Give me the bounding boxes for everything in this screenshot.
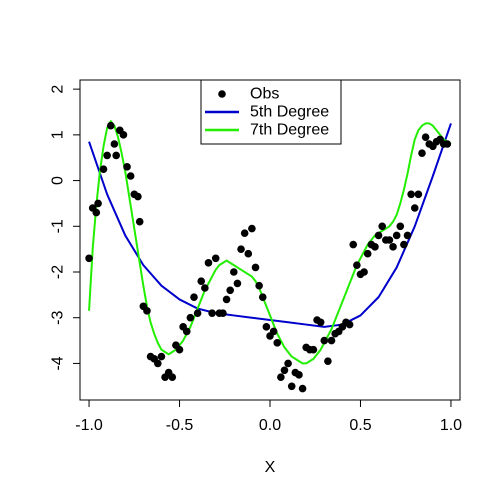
y-tick-label: -4	[50, 356, 67, 370]
y-tick-label: -1	[50, 219, 67, 233]
data-point	[295, 371, 303, 379]
data-point	[392, 231, 401, 240]
x-axis-title: X	[265, 459, 276, 476]
data-point	[421, 133, 430, 141]
data-point	[157, 352, 166, 361]
data-point	[324, 357, 332, 365]
data-point	[143, 307, 151, 315]
data-point	[248, 224, 256, 233]
y-tick-label: 0	[50, 176, 67, 185]
data-point	[244, 249, 253, 258]
data-point	[403, 231, 412, 240]
data-point	[280, 366, 289, 375]
series-line-5th-degree	[88, 123, 452, 328]
data-point	[327, 336, 336, 345]
data-point	[345, 320, 354, 329]
data-point	[400, 240, 408, 249]
data-point	[99, 165, 108, 173]
data-point	[360, 268, 368, 276]
data-point	[407, 190, 415, 199]
data-point	[211, 254, 220, 263]
data-point	[396, 222, 405, 231]
y-tick-label: 1	[50, 130, 67, 139]
data-point	[197, 277, 206, 285]
data-point	[193, 309, 202, 317]
data-point	[154, 359, 162, 368]
data-point	[363, 249, 372, 258]
data-point	[230, 268, 238, 276]
legend-label: 7th Degree	[250, 122, 329, 139]
data-point	[208, 309, 216, 317]
x-axis: -1.0 -0.5 0.0 0.5 1.0	[75, 399, 462, 434]
data-point	[443, 140, 452, 148]
data-point	[258, 293, 267, 301]
x-tick-label: 1.0	[440, 417, 462, 434]
data-point	[320, 336, 329, 345]
data-point	[237, 245, 245, 253]
x-tick-label: 0.0	[259, 417, 281, 434]
data-point	[385, 236, 394, 244]
data-point	[316, 318, 325, 327]
data-point	[135, 217, 144, 226]
data-point	[94, 199, 102, 208]
data-point	[219, 309, 227, 317]
x-tick-label: 0.5	[349, 417, 371, 434]
data-point	[277, 373, 285, 381]
data-point	[85, 254, 93, 263]
data-point	[353, 261, 361, 269]
data-point	[134, 192, 142, 201]
data-point	[251, 263, 260, 272]
legend-swatch	[218, 90, 226, 98]
y-axis: -4 -3 -2 -1 0 1 2	[50, 85, 81, 371]
data-point	[378, 222, 386, 231]
data-point	[110, 140, 119, 148]
data-point	[119, 131, 128, 139]
x-tick-label: -0.5	[166, 417, 194, 434]
data-point	[298, 384, 307, 393]
data-point	[226, 286, 234, 295]
data-point	[414, 190, 423, 199]
legend-label: Obs	[250, 86, 279, 103]
data-point	[309, 345, 318, 354]
data-point	[269, 327, 278, 336]
data-point	[175, 345, 184, 354]
data-point	[190, 293, 198, 301]
y-tick-label: -3	[50, 311, 67, 325]
data-point	[262, 323, 271, 331]
data-point	[349, 240, 358, 249]
data-point	[374, 231, 383, 240]
data-point	[126, 172, 135, 180]
data-point	[233, 279, 242, 288]
y-tick-label: 2	[50, 85, 67, 94]
series-line-7th-degree	[88, 120, 452, 365]
data-point	[389, 243, 397, 251]
data-point	[240, 229, 249, 237]
x-tick-label: -1.0	[75, 417, 103, 434]
data-point	[287, 382, 296, 391]
data-point	[186, 313, 195, 322]
data-point	[201, 284, 209, 292]
data-point	[418, 149, 426, 157]
data-point	[168, 373, 177, 381]
data-point	[222, 295, 231, 304]
data-point	[106, 121, 115, 130]
data-point	[112, 151, 120, 160]
data-point	[92, 208, 101, 217]
data-point	[103, 151, 111, 160]
data-point	[371, 243, 379, 251]
data-point	[284, 359, 292, 368]
legend-label: 5th Degree	[250, 104, 329, 121]
data-point	[410, 204, 419, 212]
data-point	[273, 339, 282, 347]
data-point	[123, 163, 131, 171]
y-tick-label: -2	[50, 265, 67, 279]
data-point	[255, 281, 263, 290]
data-point	[182, 327, 191, 336]
data-point	[204, 259, 213, 267]
